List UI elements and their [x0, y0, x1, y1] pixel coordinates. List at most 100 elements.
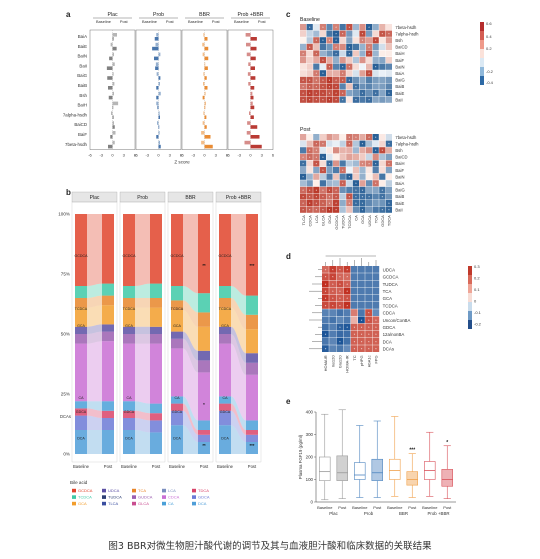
panel-e-y-tick: 0: [311, 500, 314, 505]
panel-d-cell: [350, 323, 358, 331]
panel-a-bar: [112, 62, 115, 66]
panel-c-cell-star: *: [316, 99, 318, 103]
panel-b-ribbon: [135, 283, 150, 298]
panel-d-cell: [358, 280, 365, 288]
panel-c-cell: [319, 83, 326, 90]
panel-a-bar: [158, 82, 160, 86]
panel-c-row-label: 7alpha-hsdh: [395, 141, 419, 146]
panel-b-sig-mark: ***: [250, 263, 255, 268]
panel-c-cell: [352, 63, 359, 70]
panel-c-cell-star: *: [316, 92, 318, 96]
panel-c-cell: [313, 30, 320, 37]
panel-c-cell-star: *: [316, 143, 318, 147]
panel-c-cell: [379, 63, 386, 70]
panel-b-segment-label: GCA: [77, 324, 85, 328]
panel-c-cell-star: *: [375, 182, 377, 186]
panel-c-cell: [333, 30, 340, 37]
panel-c-cell: [346, 50, 353, 57]
panel-b-stack-segment: [171, 310, 183, 332]
panel-a-bar: [112, 82, 115, 86]
panel-c-cell: [326, 153, 333, 160]
panel-c-cell: [300, 57, 307, 64]
panel-c-cell: [366, 167, 373, 174]
panel-c-cell: [359, 90, 366, 97]
panel-c-cell: [319, 57, 326, 64]
panel-c-row-label: BaiG: [395, 78, 404, 83]
panel-c-cell: [379, 160, 386, 167]
panel-c-cell: [372, 200, 379, 207]
panel-b-ribbon: [135, 418, 150, 433]
panel-a-bar: [158, 140, 160, 145]
panel-a-row-label: BaiE: [78, 44, 87, 49]
panel-c-cell: [333, 70, 340, 77]
panel-c-cell: [359, 70, 366, 77]
panel-c-cell: [333, 140, 340, 147]
panel-a-bar: [250, 66, 255, 70]
panel-b-stack-segment: [219, 403, 231, 411]
panel-b-ribbon: [183, 286, 198, 313]
panel-a-bar: [250, 105, 255, 110]
panel-c-cell: [313, 180, 320, 187]
panel-c-cell: [379, 30, 386, 37]
panel-a-bar: [203, 82, 205, 86]
panel-c-cell: [346, 57, 353, 64]
panel-d-cell: [343, 309, 351, 316]
panel-c-cell: [352, 96, 359, 103]
panel-b-stack-segment: [102, 410, 114, 418]
panel-b-ribbon: [183, 396, 198, 430]
panel-a-tick: 3: [215, 153, 218, 158]
panel-c-cell: [339, 43, 346, 50]
panel-c-cell-star: *: [322, 156, 324, 160]
panel-d-cell-star: *: [354, 348, 356, 352]
panel-c-cell: [359, 63, 366, 70]
panel-d-col-label: pHPG: [359, 355, 364, 366]
panel-d-row-label: DCAs: [383, 347, 395, 352]
panel-c-cell: [346, 180, 353, 187]
panel-b-x-tick: Baseline: [169, 464, 186, 469]
panel-a-bar: [250, 37, 257, 41]
panel-d-cell: [350, 330, 358, 338]
panel-a-bar: [108, 86, 113, 90]
panel-d-cell-star: *: [361, 319, 363, 323]
panel-d-cell-star: *: [325, 297, 327, 301]
panel-c-cell: [333, 76, 340, 83]
panel-c-cell: [333, 43, 340, 50]
panel-b-ribbon: [183, 214, 198, 294]
panel-d-cell: [329, 309, 336, 316]
panel-c-cell: [313, 50, 320, 57]
panel-c-cell: [379, 134, 386, 141]
panel-c-cell: [352, 147, 359, 154]
panel-c-cell-star: *: [355, 202, 357, 206]
panel-b-stack-segment: [123, 334, 135, 344]
panel-d-cell-star: *: [339, 283, 341, 287]
panel-d-cell-star: *: [339, 340, 341, 344]
panel-b-stack-segment: [219, 214, 231, 286]
panel-c-row-label: BaiN: [395, 64, 404, 69]
panel-c-cell-star: *: [349, 176, 351, 180]
panel-b-stack-segment: [246, 442, 258, 454]
panel-c-col-label: TDCA: [387, 215, 392, 226]
panel-c-cell: [366, 173, 373, 180]
panel-c-cell: [372, 160, 379, 167]
panel-d-cell: [358, 316, 365, 324]
panel-c-cell: [326, 83, 333, 90]
panel-a-tick: -3: [145, 153, 149, 158]
panel-d-cell-star: *: [346, 290, 348, 294]
panel-c-cell-star: *: [342, 79, 344, 83]
panel-c-cell: [379, 90, 386, 97]
panel-a-bar: [250, 101, 253, 106]
panel-c-cell: [326, 57, 333, 64]
panel-c-cell: [366, 147, 373, 154]
panel-d-scale-step: [468, 293, 472, 302]
panel-b-stack-segment: [198, 360, 210, 373]
panel-c-cell: [379, 193, 386, 200]
panel-c-cell-star: *: [375, 66, 377, 70]
panel-b-stack-segment: [123, 343, 135, 402]
panel-c-chart: Baseline * * * * * 7beta-hsdh * * * * * 7alpha-hsdh *…: [300, 17, 494, 230]
panel-c-cell: [319, 147, 326, 154]
panel-a-bar: [156, 86, 159, 90]
panel-c-cell: [319, 37, 326, 44]
panel-c-cell-star: *: [355, 182, 357, 186]
panel-a-bar: [248, 62, 251, 66]
panel-b-segment-label: GCA: [221, 324, 229, 328]
